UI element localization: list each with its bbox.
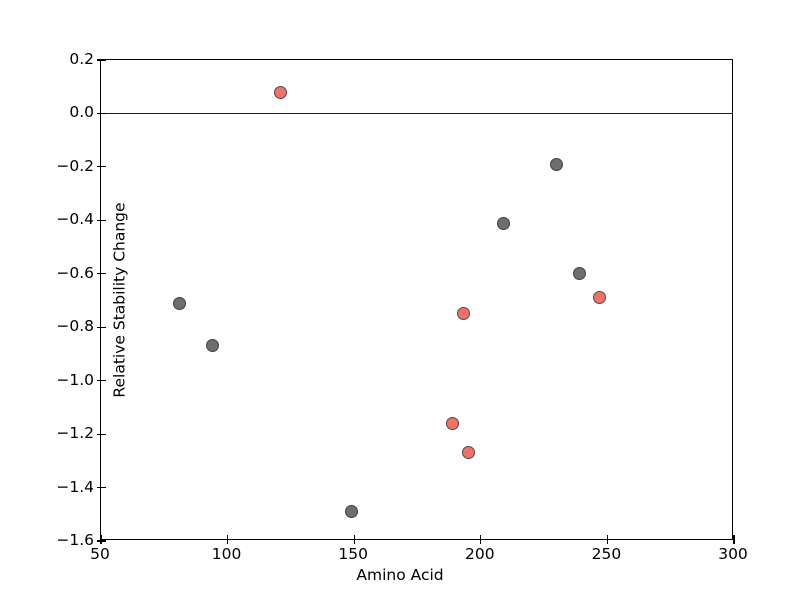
y-tick-mark <box>96 59 101 61</box>
y-tick-mark <box>96 273 101 275</box>
y-tick-label: −1.4 <box>56 477 94 496</box>
y-tick-mark <box>101 540 106 542</box>
plot-area <box>96 59 735 544</box>
scatter-point <box>446 416 460 430</box>
y-tick-mark <box>101 219 106 221</box>
y-tick-mark <box>101 487 106 489</box>
scatter-point <box>497 216 511 230</box>
x-axis-label: Amino Acid <box>356 566 444 584</box>
y-axis-tick-labels: 0.2 0.0 −0.2 −0.4 −0.6 −0.8 −1.0 −1.2 −1.4 −1.6 <box>44 50 94 549</box>
y-tick-mark <box>96 166 101 168</box>
scatter-point <box>593 291 607 305</box>
x-tick-mark <box>227 534 229 539</box>
x-tick-mark <box>100 539 102 544</box>
y-tick-mark <box>101 273 106 275</box>
x-tick-mark <box>480 539 482 544</box>
y-tick-label: −0.6 <box>56 263 94 282</box>
x-tick-label: 150 <box>338 545 368 563</box>
x-tick-mark <box>100 534 102 539</box>
scatter-point <box>205 339 219 353</box>
y-tick-mark <box>101 326 106 328</box>
y-tick-label: −1.2 <box>56 424 94 443</box>
y-tick-mark <box>96 487 101 489</box>
x-tick-label: 250 <box>591 545 622 563</box>
y-tick-mark <box>96 112 101 114</box>
x-tick-mark <box>353 534 355 539</box>
x-tick-mark <box>480 534 482 539</box>
y-axis-label: Relative Stability Change <box>110 202 129 398</box>
scatter-point <box>345 505 359 519</box>
y-tick-mark <box>96 433 101 435</box>
y-tick-mark <box>101 112 106 114</box>
scatter-point <box>456 307 470 321</box>
y-tick-mark <box>101 380 106 382</box>
scatter-point <box>550 157 564 171</box>
y-tick-mark <box>96 540 101 542</box>
zero-reference-line <box>101 112 732 115</box>
y-tick-mark <box>101 433 106 435</box>
x-tick-mark <box>733 534 735 539</box>
x-tick-mark <box>227 539 229 544</box>
x-tick-label: 100 <box>211 545 242 563</box>
y-tick-label: −0.8 <box>56 317 94 336</box>
x-tick-mark <box>733 539 735 544</box>
scatter-point <box>461 446 475 460</box>
x-tick-label: 50 <box>90 545 110 563</box>
x-axis-tick-labels: 50 100 150 200 250 300 <box>90 545 748 567</box>
y-tick-label: −0.2 <box>56 156 94 175</box>
scatter-point <box>274 85 288 99</box>
y-tick-mark <box>96 380 101 382</box>
y-tick-mark <box>96 326 101 328</box>
x-tick-label: 200 <box>465 545 495 563</box>
y-tick-mark <box>101 59 106 61</box>
y-tick-label: 0.2 <box>69 50 94 68</box>
y-tick-mark <box>101 166 106 168</box>
y-tick-label: 0.0 <box>69 103 94 122</box>
y-tick-label: −1.0 <box>56 370 94 389</box>
y-tick-label: −0.4 <box>56 210 94 229</box>
x-tick-label: 300 <box>718 545 748 563</box>
x-tick-mark <box>606 534 608 539</box>
y-tick-mark <box>96 219 101 221</box>
scatter-point <box>573 267 587 281</box>
x-tick-mark <box>606 539 608 544</box>
y-tick-label: −1.6 <box>56 531 94 549</box>
x-tick-mark <box>353 539 355 544</box>
scatter-point <box>172 296 186 310</box>
